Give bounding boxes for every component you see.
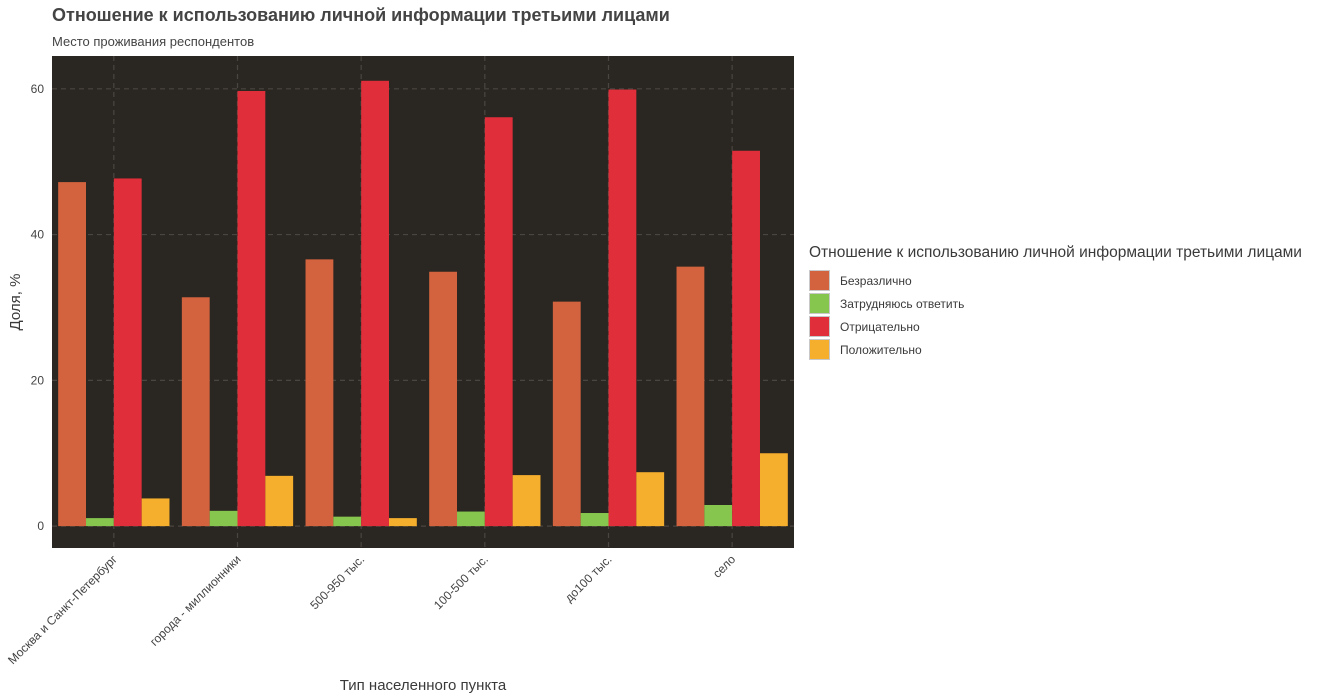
bar (636, 472, 665, 527)
bar (209, 510, 238, 527)
x-tick-label: города - миллионники (147, 552, 243, 648)
bar (265, 475, 294, 527)
x-tick-label: Москва и Санкт-Петербург (5, 552, 120, 667)
legend-label: Отрицательно (840, 319, 920, 334)
bar (732, 150, 760, 527)
bar (141, 498, 170, 527)
bar (388, 518, 417, 527)
legend-item: Отрицательно (809, 315, 1302, 338)
bar (333, 516, 362, 527)
x-tick-label: 500-950 тыс. (307, 552, 367, 612)
plot-panel (52, 56, 794, 548)
bar (181, 297, 210, 527)
bar (608, 89, 637, 527)
chart-title: Отношение к использованию личной информа… (52, 5, 670, 25)
legend-label: Безразлично (840, 273, 912, 288)
bar (759, 453, 788, 527)
y-tick-label: 40 (31, 228, 45, 242)
legend-key (809, 293, 830, 314)
bar (484, 117, 513, 527)
legend-item: Безразлично (809, 269, 1302, 292)
bar (237, 90, 266, 527)
bar (305, 259, 334, 527)
legend-item: Положительно (809, 338, 1302, 361)
legend-key (809, 270, 830, 291)
bar (552, 301, 581, 527)
bar (429, 271, 458, 527)
legend: Отношение к использованию личной информа… (809, 244, 1302, 361)
legend-key (809, 339, 830, 360)
bar (58, 182, 87, 527)
bar (457, 511, 485, 527)
bar (361, 80, 389, 527)
legend-key (809, 316, 830, 337)
legend-item: Затрудняюсь ответить (809, 292, 1302, 315)
x-tick-label: 100-500 тыс. (431, 552, 491, 612)
bar (512, 475, 541, 527)
legend-label: Затрудняюсь ответить (840, 296, 965, 311)
x-tick-label: село (710, 552, 739, 581)
legend-title: Отношение к использованию личной информа… (809, 244, 1302, 261)
x-tick-label: до100 тыс. (562, 552, 615, 605)
x-axis-title: Тип населенного пункта (340, 677, 507, 694)
bar (580, 513, 609, 527)
legend-label: Положительно (840, 342, 922, 357)
y-axis-title: Доля, % (7, 274, 24, 331)
chart-subtitle: Место проживания респондентов (52, 34, 255, 49)
bar (86, 518, 114, 527)
y-tick-label: 20 (31, 373, 45, 387)
y-tick-label: 0 (37, 519, 44, 533)
bar (113, 178, 142, 527)
y-tick-label: 60 (31, 82, 45, 96)
bar (676, 266, 705, 527)
bar (704, 504, 733, 527)
